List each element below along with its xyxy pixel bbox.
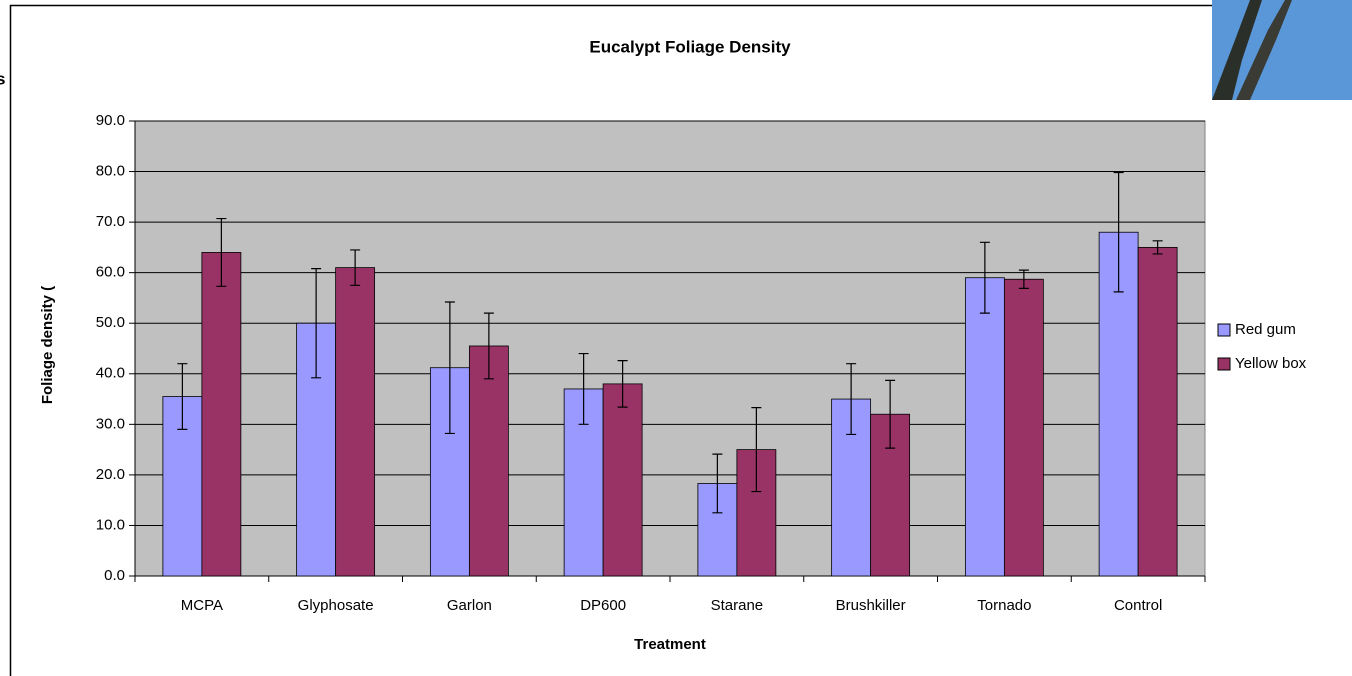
y-tick-label: 0.0 <box>104 567 125 584</box>
photo <box>1212 0 1352 100</box>
bar <box>965 278 1004 576</box>
chart-title: Eucalypt Foliage Density <box>589 37 791 56</box>
legend-swatch <box>1218 324 1230 336</box>
side-text: s <box>0 69 5 88</box>
x-tick-label: Control <box>1114 597 1162 614</box>
y-tick-label: 80.0 <box>96 163 125 180</box>
y-tick-label: 60.0 <box>96 264 125 281</box>
y-tick-label: 50.0 <box>96 314 125 331</box>
y-tick-label: 10.0 <box>96 516 125 533</box>
legend-label: Red gum <box>1235 321 1296 338</box>
bar <box>1138 247 1177 576</box>
x-tick-label: Glyphosate <box>298 597 374 614</box>
x-axis-label: Treatment <box>634 636 706 653</box>
x-tick-label: Starane <box>711 597 764 614</box>
y-tick-label: 20.0 <box>96 466 125 483</box>
y-tick-label: 70.0 <box>96 213 125 230</box>
legend-label: Yellow box <box>1235 355 1307 372</box>
legend-swatch <box>1218 358 1230 370</box>
bar <box>336 268 375 576</box>
y-tick-label: 90.0 <box>96 112 125 129</box>
page: s Eucalypt Foliage Density Treatment Fol… <box>0 0 1352 676</box>
bar <box>603 384 642 576</box>
x-tick-label: Garlon <box>447 597 492 614</box>
x-tick-label: DP600 <box>580 597 626 614</box>
y-tick-label: 30.0 <box>96 415 125 432</box>
y-tick-label: 40.0 <box>96 365 125 382</box>
bar <box>202 252 241 576</box>
x-tick-label: Brushkiller <box>836 597 906 614</box>
bar <box>1004 279 1043 576</box>
x-tick-label: Tornado <box>977 597 1031 614</box>
bar <box>469 346 508 576</box>
x-tick-label: MCPA <box>181 597 223 614</box>
y-axis-label: Foliage density ( <box>39 286 56 404</box>
plot-area <box>135 121 1205 576</box>
